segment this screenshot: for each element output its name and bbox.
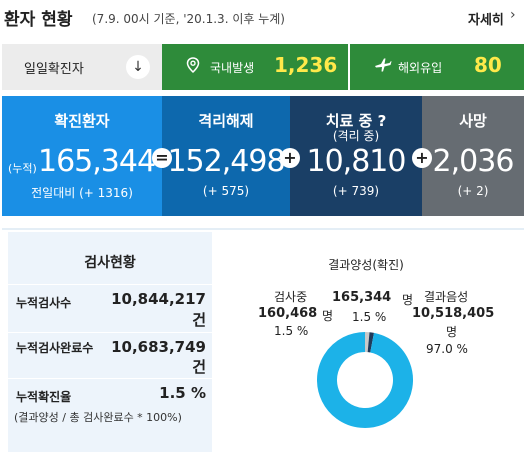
treating-value: 10,810 [306,144,407,179]
confirmed-card: 확진환자 (누적) 165,344 전일대비 (+ 1316) [2,96,162,216]
negative-result-pct: 97.0 % [426,342,468,356]
more-button[interactable]: 자세히 [468,13,504,28]
arrow-down-icon[interactable]: ↓ [126,55,150,79]
deaths-value: 2,036 [432,144,515,179]
page-title: 환자 현황 [4,10,73,30]
confirmed-value: 165,344 [38,144,156,179]
confirmed-delta: 전일대비 (+ 1316) [31,186,133,200]
negative-result-value: 10,518,405 [412,306,495,321]
negative-result-label: 결과음성 [424,290,469,304]
divider [8,332,212,333]
total-tests-unit: 건 [192,311,206,329]
positive-result-unit: 명 [402,293,414,307]
test-status-panel: 검사현황 누적검사수 10,844,217 건 누적검사완료수 10,683,7… [8,232,212,452]
testing-value: 160,468 [258,306,318,321]
positive-rate-value: 1.5 % [159,384,206,402]
treating-delta: (+ 739) [332,184,380,198]
positive-result-label: 결과양성(확진) [328,258,404,272]
domestic-value: 1,236 [274,53,338,77]
treating-label: 치료 중 ? [325,112,387,130]
total-tests-value: 10,844,217 [111,290,206,308]
page-subtitle: (7.9. 00시 기준, '20.1.3. 이후 누계) [92,12,285,26]
map-pin-icon [186,57,200,77]
testing-unit: 명 [322,309,334,323]
header: 환자 현황 (7.9. 00시 기준, '20.1.3. 이후 누계) 자세히 … [0,0,526,34]
completed-tests-label: 누적검사완료수 [16,341,94,355]
test-results-panel: 결과양성(확진) 165,344 명 1.5 % 검사중 160,468 명 1… [216,232,524,452]
overseas-cases: 해외유입 80 [350,44,524,90]
released-value: 152,498 [167,144,285,179]
test-status-title: 검사현황 [84,255,136,271]
testing-label: 검사중 [274,290,308,304]
daily-cases-label-box: 일일확진자 ↓ [2,44,162,90]
negative-result-unit: 명 [446,325,458,339]
donut-slice-positive [367,332,374,353]
donut-slice-negative [317,332,413,428]
domestic-label: 국내발생 [210,61,255,75]
daily-cases-bar: 일일확진자 ↓ 국내발생 1,236 해외유입 80 [2,44,524,90]
domestic-cases: 국내발생 1,236 [162,44,348,90]
positive-rate-label: 누적확진율 [16,390,72,404]
overseas-value: 80 [474,53,502,77]
results-donut-chart [317,332,413,428]
testing-pct: 1.5 % [274,324,309,338]
released-label: 격리해제 [198,112,254,130]
released-card: 격리해제 152,498 (+ 575) [162,96,290,216]
divider [2,228,524,230]
chevron-right-icon[interactable]: › [510,7,516,23]
deaths-label: 사망 [459,112,487,130]
equals-icon: = [152,148,172,168]
positive-rate-note: (결과양성 / 총 검사완료수 * 100%) [14,411,182,424]
treating-card: 치료 중 ? (격리 중) 10,810 (+ 739) [290,96,422,216]
divider [8,378,212,379]
confirmed-label: 확진환자 [54,112,110,130]
plus-icon: + [412,148,432,168]
completed-tests-value: 10,683,749 [111,338,206,356]
airplane-icon [374,57,392,77]
overseas-label: 해외유입 [398,61,443,75]
released-delta: (+ 575) [202,184,250,198]
completed-tests-unit: 건 [192,358,206,376]
daily-cases-label: 일일확진자 [24,62,84,77]
cumulative-prefix: (누적) [8,162,37,175]
divider [8,284,212,285]
plus-icon: + [280,148,300,168]
total-tests-label: 누적검사수 [16,296,72,310]
deaths-card: 사망 2,036 (+ 2) [422,96,524,216]
positive-result-pct: 1.5 % [352,310,387,324]
positive-result-value: 165,344 [332,290,392,305]
deaths-delta: (+ 2) [457,184,489,198]
treating-sublabel: (격리 중) [332,129,380,143]
